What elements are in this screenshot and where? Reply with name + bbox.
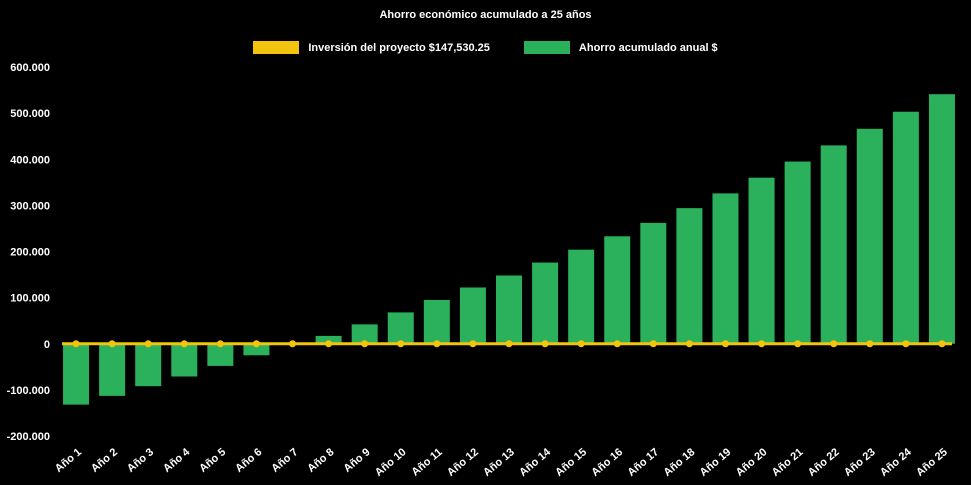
- bar: [496, 275, 522, 344]
- investment-point: [289, 340, 297, 348]
- bar: [459, 287, 486, 344]
- bar: [532, 262, 559, 344]
- x-tick-label: Año 2: [89, 446, 120, 475]
- investment-point: [216, 340, 224, 348]
- x-tick-label: Año 4: [161, 446, 193, 475]
- x-tick-label: Año 13: [481, 446, 517, 479]
- x-tick-label: Año 25: [914, 446, 950, 479]
- investment-point: [144, 340, 152, 348]
- investment-point: [866, 340, 874, 348]
- bar: [784, 161, 811, 344]
- investment-point: [613, 340, 621, 348]
- investment-point: [325, 340, 333, 348]
- x-tick-label: Año 18: [662, 446, 698, 479]
- legend-item-savings[interactable]: Ahorro acumulado anual $: [523, 41, 718, 54]
- y-tick-label: 500.000: [10, 108, 50, 120]
- x-tick-label: Año 14: [517, 446, 553, 479]
- bar: [99, 343, 126, 396]
- investment-point: [397, 340, 405, 348]
- x-tick-label: Año 7: [269, 446, 300, 475]
- y-tick-label: 200.000: [10, 247, 50, 259]
- investment-point: [938, 340, 946, 348]
- x-tick-label: Año 12: [445, 446, 481, 479]
- legend-item-investment[interactable]: Inversión del proyecto $147,530.25: [253, 41, 490, 54]
- x-tick-label: Año 8: [305, 446, 336, 475]
- y-tick-label: -200.000: [7, 431, 50, 443]
- investment-point: [72, 340, 80, 348]
- bar: [748, 177, 775, 344]
- savings-swatch: [523, 41, 570, 54]
- bar: [604, 236, 631, 344]
- investment-point: [721, 340, 729, 348]
- x-tick-label: Año 6: [233, 446, 264, 475]
- bar: [387, 312, 414, 344]
- x-tick-label: Año 10: [373, 446, 409, 479]
- bar: [423, 299, 450, 344]
- investment-point: [577, 340, 585, 348]
- investment-point: [252, 340, 260, 348]
- y-tick-label: 400.000: [10, 154, 50, 166]
- investment-point: [469, 340, 477, 348]
- x-tick-label: Año 22: [806, 446, 842, 479]
- bar: [640, 222, 667, 344]
- bar: [63, 343, 90, 405]
- chart-legend: Inversión del proyecto $147,530.25 Ahorr…: [0, 41, 971, 54]
- y-tick-label: 100.000: [10, 293, 50, 305]
- y-tick-label: -100.000: [7, 385, 50, 397]
- bar: [928, 94, 955, 344]
- investment-point: [758, 340, 766, 348]
- legend-item-savings-label: Ahorro acumulado anual $: [578, 41, 718, 54]
- bar: [820, 145, 847, 344]
- investment-point: [649, 340, 657, 348]
- x-tick-label: Año 9: [341, 446, 372, 475]
- bar: [135, 343, 162, 387]
- y-tick-label: 0: [44, 339, 50, 351]
- y-tick-label: 300.000: [10, 200, 50, 212]
- investment-point: [108, 340, 116, 348]
- x-tick-label: Año 20: [734, 446, 770, 479]
- bar: [568, 249, 595, 344]
- x-tick-label: Año 23: [842, 446, 878, 479]
- investment-point: [794, 340, 802, 348]
- x-tick-label: Año 24: [878, 446, 914, 479]
- investment-point: [830, 340, 838, 348]
- investment-point: [902, 340, 910, 348]
- investment-point: [505, 340, 513, 348]
- bar: [351, 324, 378, 344]
- x-tick-label: Año 11: [409, 446, 444, 478]
- x-tick-label: Año 16: [589, 446, 625, 479]
- x-tick-label: Año 17: [625, 446, 661, 479]
- x-tick-label: Año 21: [770, 446, 806, 479]
- investment-swatch: [253, 41, 300, 54]
- legend-item-investment-label: Inversión del proyecto $147,530.25: [308, 41, 490, 54]
- bar: [171, 343, 198, 377]
- bar: [315, 335, 342, 344]
- bar: [712, 193, 739, 344]
- bar: [207, 343, 234, 366]
- y-tick-label: 600.000: [10, 62, 50, 74]
- x-tick-label: Año 15: [553, 446, 589, 479]
- investment-point: [685, 340, 693, 348]
- bar: [243, 343, 270, 356]
- investment-point: [361, 340, 369, 348]
- chart-title: Ahorro económico acumulado a 25 años: [379, 9, 592, 21]
- bar: [892, 111, 919, 344]
- bar: [676, 208, 703, 344]
- investment-point: [180, 340, 188, 348]
- x-tick-label: Año 3: [125, 446, 156, 475]
- x-tick-label: Año 5: [197, 446, 228, 475]
- investment-point: [541, 340, 549, 348]
- investment-point: [433, 340, 441, 348]
- bar: [856, 128, 883, 344]
- x-tick-label: Año 1: [53, 446, 84, 475]
- x-tick-label: Año 19: [698, 446, 734, 479]
